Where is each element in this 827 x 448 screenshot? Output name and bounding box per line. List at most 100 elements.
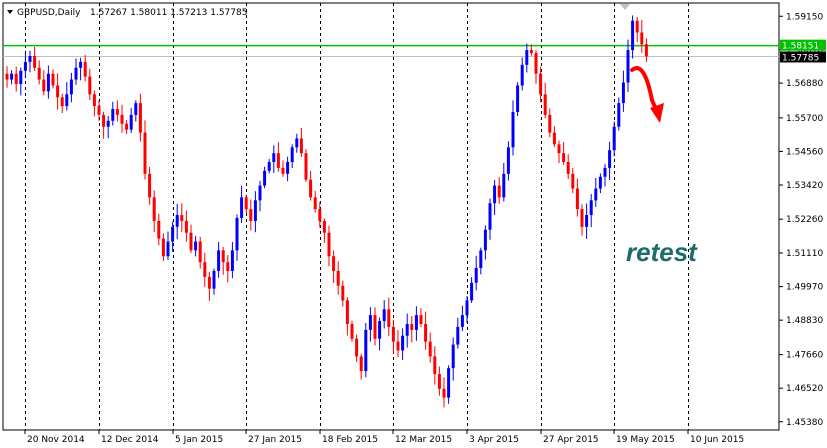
candle-body — [543, 94, 547, 115]
date-tick-label: 12 Dec 2014 — [101, 435, 159, 445]
ohlc-values: 1.57267 1.58011 1.57213 1.57785 — [90, 8, 247, 18]
price-tick-label: 1.48830 — [786, 316, 823, 326]
candle-body — [318, 209, 322, 221]
price-tick-label: 1.55700 — [786, 114, 823, 124]
price-tick-label: 1.47660 — [786, 351, 823, 361]
candle-body — [355, 338, 359, 357]
candle-body — [617, 103, 621, 127]
candle-body — [33, 56, 37, 68]
candle-body — [598, 176, 602, 189]
candle-body — [143, 132, 147, 174]
candle-body — [184, 220, 188, 233]
candle-body — [171, 226, 175, 242]
candle-body — [263, 170, 267, 186]
candle-body — [203, 262, 207, 277]
candle-body — [516, 85, 520, 112]
candle-body — [603, 167, 607, 177]
candle-body — [290, 147, 294, 163]
candle-body — [309, 179, 313, 198]
chart-frame — [2, 2, 780, 431]
price-tick-label: 1.53420 — [786, 181, 823, 191]
candle-body — [157, 220, 161, 239]
chart-shift-marker-icon[interactable] — [620, 4, 630, 10]
candle-body — [327, 232, 331, 257]
arrow-head-icon — [650, 103, 664, 123]
candle-body — [364, 329, 368, 372]
date-tick-label: 19 May 2015 — [616, 435, 675, 445]
candle-body — [37, 67, 41, 80]
candle-body — [23, 61, 27, 71]
candle-body — [299, 138, 303, 154]
candle-body — [378, 321, 382, 339]
candle-body — [428, 341, 432, 357]
support-level-label: 1.58151 — [782, 42, 819, 52]
price-tick-label: 1.58010 — [786, 46, 823, 56]
candle-body — [350, 323, 354, 339]
candle-body — [442, 388, 446, 398]
date-tick-label: 3 Apr 2015 — [469, 435, 519, 445]
candle-body — [635, 20, 639, 33]
price-tick-label: 1.51110 — [786, 249, 823, 259]
price-tick-label: 1.49970 — [786, 283, 823, 293]
candle-body — [359, 356, 363, 372]
candle-body — [391, 326, 395, 342]
candle-body — [217, 250, 221, 271]
candle-body — [502, 173, 506, 198]
candle-body — [382, 309, 386, 322]
date-tick-label: 27 Apr 2015 — [543, 435, 599, 445]
candle-body — [92, 94, 96, 107]
candle-body — [345, 300, 349, 324]
candle-body — [511, 111, 515, 148]
price-tick-label: 1.54560 — [786, 147, 823, 157]
candles — [5, 15, 648, 408]
candle-body — [419, 315, 423, 324]
candle-body — [304, 153, 308, 180]
candle-body — [497, 185, 501, 198]
candle-body — [387, 309, 391, 327]
price-tick-label: 1.56880 — [786, 79, 823, 89]
candle-body — [575, 188, 579, 210]
candle-body — [557, 144, 561, 154]
candle-body — [28, 56, 32, 62]
candle-body — [424, 323, 428, 342]
candle-body — [166, 241, 170, 257]
candle-body — [125, 123, 129, 130]
candle-body — [148, 173, 152, 198]
candle-body — [276, 153, 280, 168]
candle-body — [410, 323, 414, 330]
candle-body — [493, 185, 497, 204]
date-tick-label: 10 Jun 2015 — [690, 435, 744, 445]
candle-body — [51, 73, 55, 86]
candle-body — [534, 53, 538, 74]
candle-body — [373, 315, 377, 339]
annotation-retest: retest — [626, 237, 698, 267]
symbol-label: GBPUSD,Daily — [17, 8, 81, 18]
candle-body — [460, 315, 464, 327]
candle-body — [529, 50, 533, 54]
candle-body — [341, 285, 345, 301]
candle-body — [267, 162, 271, 171]
candle-body — [134, 103, 138, 115]
support-level-badge — [780, 39, 826, 51]
dropdown-arrow-icon[interactable] — [7, 10, 13, 14]
candle-body — [552, 132, 556, 145]
candle-body — [244, 197, 248, 210]
candle-body — [626, 50, 630, 83]
candle-body — [612, 126, 616, 151]
candle-body — [152, 197, 156, 221]
candle-body — [180, 215, 184, 221]
candle-body — [129, 114, 133, 130]
candle-body — [272, 153, 276, 163]
date-tick-label: 20 Nov 2014 — [27, 435, 85, 445]
candle-body — [79, 61, 83, 68]
candle-body — [42, 79, 46, 92]
candle-body — [240, 197, 244, 218]
candle-body — [488, 203, 492, 230]
candle-body — [74, 67, 78, 80]
candle-body — [83, 61, 87, 77]
candle-body — [253, 200, 257, 221]
candle-body — [56, 85, 60, 98]
price-tick-label: 1.46520 — [786, 384, 823, 394]
candle-body — [194, 241, 198, 251]
candle-body — [580, 209, 584, 227]
